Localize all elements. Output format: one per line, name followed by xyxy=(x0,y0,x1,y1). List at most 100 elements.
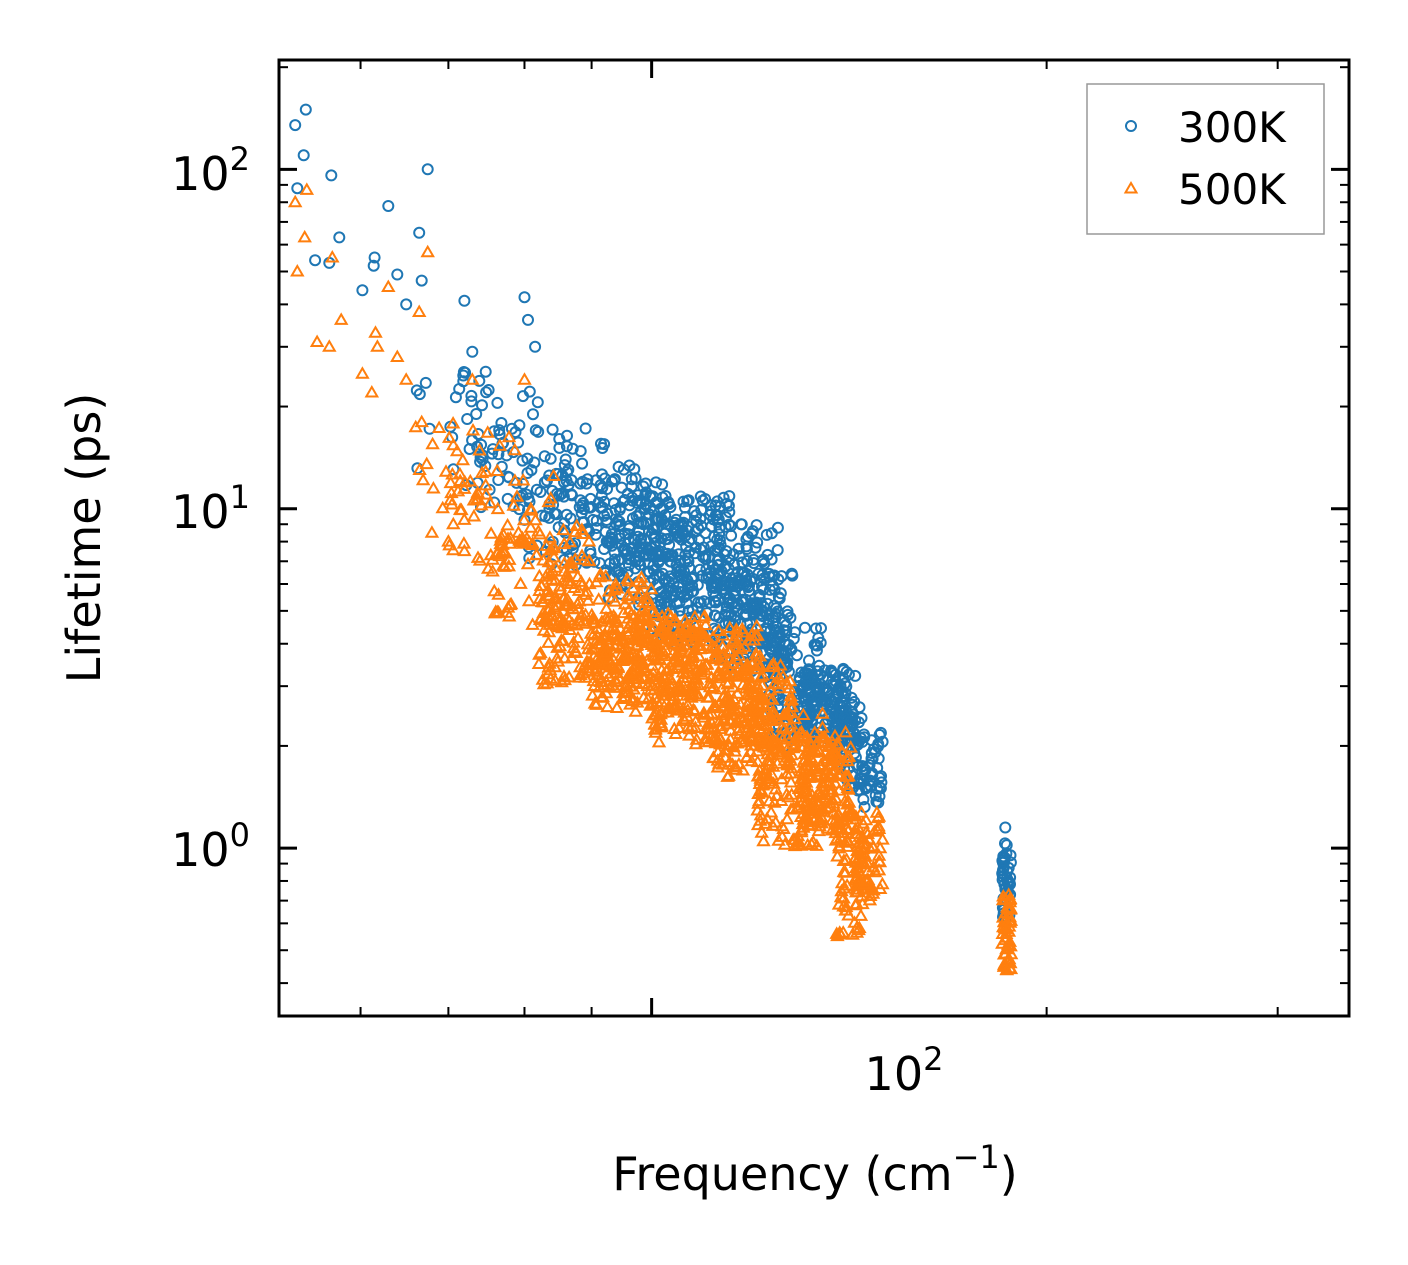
data-point-300K xyxy=(574,477,587,490)
data-point-500K xyxy=(875,876,890,890)
data-point-500K xyxy=(635,594,651,608)
data-point-500K xyxy=(836,899,851,912)
data-point-500K xyxy=(490,501,506,515)
data-point-500K xyxy=(566,635,581,648)
data-point-500K xyxy=(801,770,817,783)
data-point-300K xyxy=(544,452,557,465)
data-point-500K xyxy=(767,795,782,808)
data-point-500K xyxy=(796,707,811,720)
data-point-500K xyxy=(998,926,1014,939)
data-point-300K xyxy=(595,489,608,502)
data-point-300K xyxy=(532,425,545,438)
data-point-500K xyxy=(708,700,723,713)
data-point-500K xyxy=(497,559,512,572)
data-point-500K xyxy=(861,832,877,845)
data-point-300K xyxy=(610,566,623,578)
data-point-300K xyxy=(722,617,735,630)
data-point-300K xyxy=(748,606,761,618)
data-point-300K xyxy=(466,345,479,358)
data-point-300K xyxy=(740,543,753,555)
data-point-300K xyxy=(842,668,855,681)
data-point-500K xyxy=(620,642,635,655)
data-point-300K xyxy=(1002,875,1015,887)
data-point-500K xyxy=(333,312,349,325)
data-point-500K xyxy=(598,674,614,687)
data-point-300K xyxy=(728,558,740,571)
data-point-500K xyxy=(685,686,700,699)
data-point-500K xyxy=(457,481,472,494)
data-point-300K xyxy=(713,566,726,579)
data-point-500K xyxy=(807,742,823,755)
data-point-500K xyxy=(995,910,1011,923)
data-point-500K xyxy=(501,429,517,443)
data-point-300K xyxy=(516,454,529,467)
data-point-500K xyxy=(796,739,811,752)
data-point-300K xyxy=(693,563,706,576)
data-point-500K xyxy=(833,889,849,903)
data-point-300K xyxy=(493,424,506,437)
data-point-500K xyxy=(836,891,851,904)
data-point-500K xyxy=(752,731,768,745)
data-point-500K xyxy=(700,716,716,730)
data-point-500K xyxy=(412,462,427,475)
data-point-500K xyxy=(573,574,589,587)
data-point-500K xyxy=(750,754,765,768)
data-point-300K xyxy=(720,601,733,614)
data-point-300K xyxy=(643,524,655,537)
data-point-500K xyxy=(850,853,865,867)
data-point-500K xyxy=(810,797,826,811)
data-point-500K xyxy=(672,683,688,696)
data-point-500K xyxy=(588,615,603,628)
data-point-500K xyxy=(509,489,525,502)
data-point-300K xyxy=(764,624,777,637)
data-point-500K xyxy=(733,710,748,724)
data-point-500K xyxy=(601,632,617,645)
data-point-500K xyxy=(862,841,878,854)
data-point-300K xyxy=(421,163,434,176)
data-point-500K xyxy=(733,641,749,655)
data-point-300K xyxy=(561,429,573,442)
data-point-300K xyxy=(849,669,862,682)
data-point-500K xyxy=(824,748,840,761)
data-point-500K xyxy=(747,628,763,642)
data-point-300K xyxy=(849,731,862,744)
data-point-500K xyxy=(754,785,770,798)
data-point-300K xyxy=(528,456,541,469)
data-point-500K xyxy=(623,679,638,692)
data-point-300K xyxy=(694,490,707,503)
data-point-300K xyxy=(629,555,642,568)
data-point-500K xyxy=(751,689,766,702)
data-point-500K xyxy=(523,520,538,533)
data-point-300K xyxy=(852,716,865,729)
data-point-500K xyxy=(762,691,777,705)
data-point-300K xyxy=(574,445,587,458)
data-point-500K xyxy=(584,607,600,621)
data-point-500K xyxy=(562,622,577,635)
data-point-500K xyxy=(870,810,886,824)
data-point-500K xyxy=(830,849,845,862)
data-point-500K xyxy=(659,680,675,693)
data-point-500K xyxy=(871,862,887,876)
data-point-300K xyxy=(529,424,542,437)
data-point-500K xyxy=(832,753,847,767)
data-point-500K xyxy=(705,681,720,694)
data-point-300K xyxy=(622,533,635,546)
data-point-500K xyxy=(572,670,587,683)
data-point-500K xyxy=(548,573,563,586)
data-point-500K xyxy=(727,759,742,773)
data-point-500K xyxy=(839,769,855,782)
data-point-300K xyxy=(782,638,795,651)
data-point-300K xyxy=(598,438,611,451)
data-point-300K xyxy=(596,468,608,481)
data-point-500K xyxy=(555,633,571,647)
data-point-500K xyxy=(544,572,559,585)
data-point-300K xyxy=(852,776,865,789)
data-point-300K xyxy=(461,413,474,425)
data-point-300K xyxy=(711,569,724,582)
data-point-500K xyxy=(684,656,699,670)
data-point-500K xyxy=(297,229,312,243)
data-point-500K xyxy=(287,194,303,208)
data-point-500K xyxy=(651,734,667,748)
data-point-500K xyxy=(760,769,775,782)
